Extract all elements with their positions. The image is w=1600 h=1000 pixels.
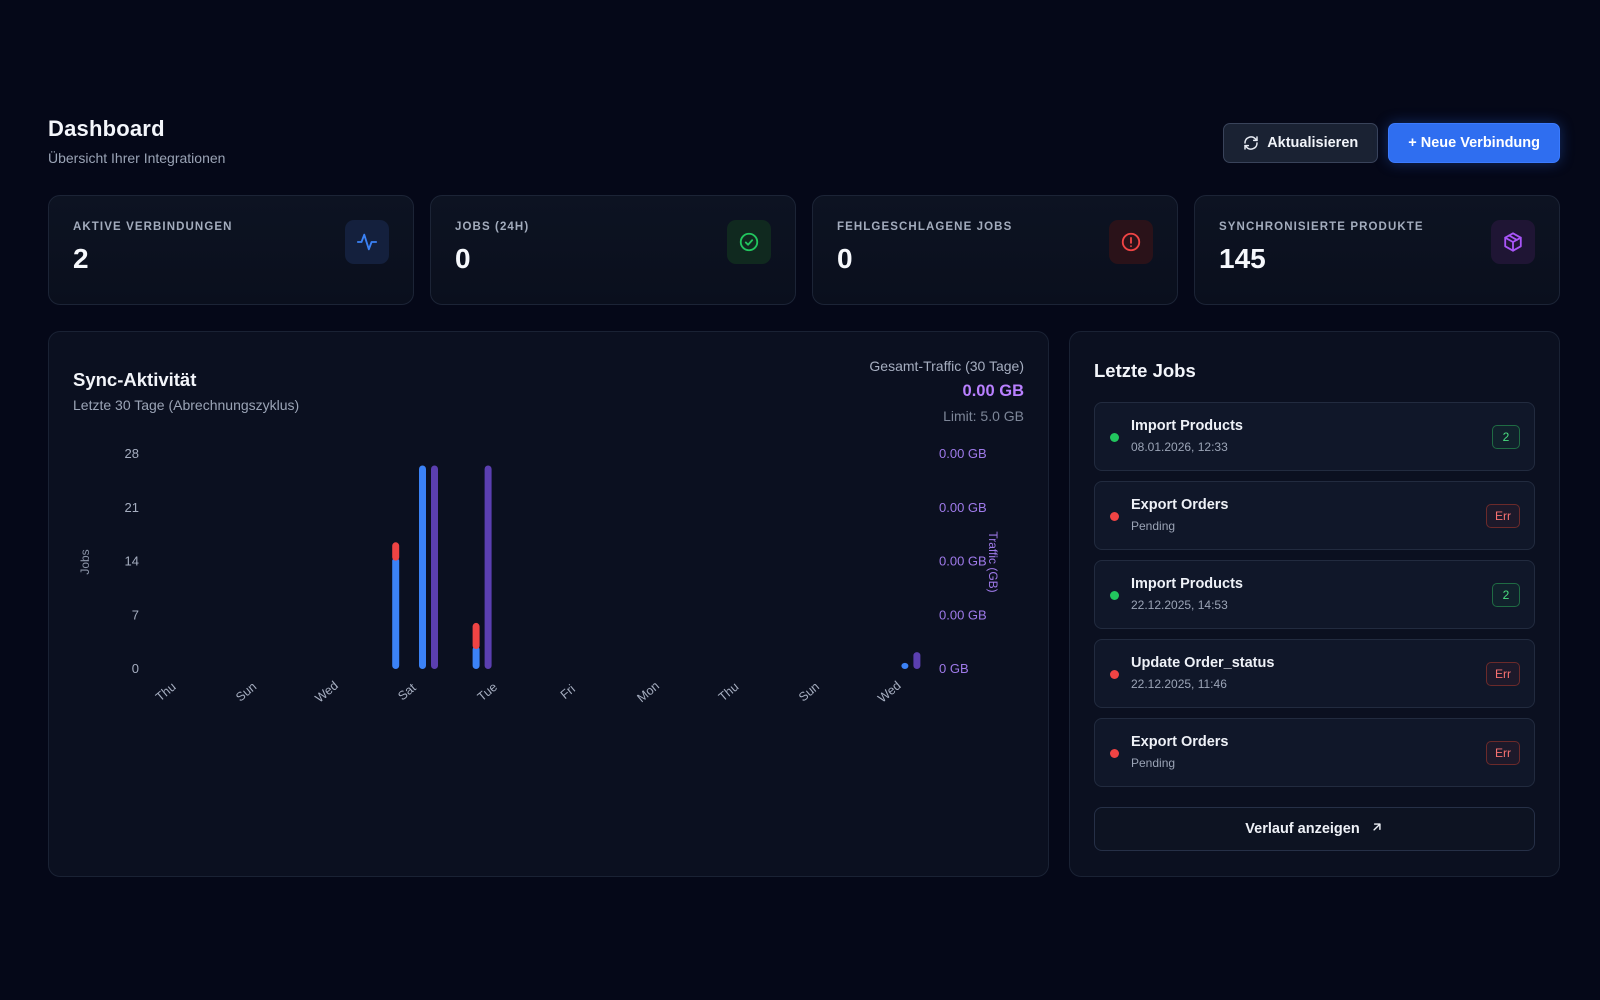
job-name: Update Order_status xyxy=(1131,655,1275,671)
chart-subtitle: Letzte 30 Tage (Abrechnungszyklus) xyxy=(73,397,300,413)
y2-tick-label: 0 GB xyxy=(939,661,969,676)
chart-title: Sync-Aktivität xyxy=(73,369,197,390)
job-meta: Pending xyxy=(1131,519,1176,533)
x-tick-label: Sun xyxy=(796,679,822,704)
stat-value: 0 xyxy=(837,243,853,274)
sync-activity-chart: 0 7 14 21 28 0 GB 0.00 GB 0.00 GB 0.00 GB 0.00 GB… xyxy=(78,446,1000,705)
stat-value: 145 xyxy=(1219,243,1266,274)
y2-tick-label: 0.00 GB xyxy=(939,446,987,461)
stat-label: FEHLGESCHLAGENE JOBS xyxy=(837,221,1013,233)
failed-jobs-bar xyxy=(392,542,400,561)
stat-card-synced-products: SYNCHRONISIERTE PRODUKTE 145 xyxy=(1194,195,1560,305)
y2-axis-title: Traffic (GB) xyxy=(986,531,1000,592)
page-title: Dashboard xyxy=(48,116,165,141)
job-meta: 22.12.2025, 11:46 xyxy=(1131,677,1227,691)
refresh-icon xyxy=(1243,135,1259,151)
stat-value: 0 xyxy=(455,243,471,274)
new-connection-button-label: + Neue Verbindung xyxy=(1408,135,1540,151)
traffic-bar xyxy=(484,465,492,669)
view-history-button[interactable]: Verlauf anzeigen xyxy=(1094,807,1535,851)
y-tick-label: 14 xyxy=(125,554,139,569)
job-name: Export Orders xyxy=(1131,734,1229,750)
job-status-dot xyxy=(1110,670,1119,679)
view-history-label: Verlauf anzeigen xyxy=(1245,821,1360,837)
job-status-badge: Err xyxy=(1486,741,1520,765)
job-status-badge: Err xyxy=(1486,504,1520,528)
x-tick-label: Fri xyxy=(558,682,578,702)
page-header: Dashboard Übersicht Ihrer Integrationen … xyxy=(48,116,1560,176)
stat-value: 2 xyxy=(73,243,89,274)
jobs-bar xyxy=(901,662,909,669)
jobs-bar xyxy=(472,645,480,669)
job-name: Import Products xyxy=(1131,418,1243,434)
job-meta: 08.01.2026, 12:33 xyxy=(1131,440,1228,454)
job-list-item[interactable]: Export Orders Pending Err xyxy=(1094,481,1535,550)
job-list: Import Products 08.01.2026, 12:33 2 Export … xyxy=(1094,402,1535,787)
job-status-badge: Err xyxy=(1486,662,1520,686)
refresh-button-label: Aktualisieren xyxy=(1267,135,1359,151)
check-circle-icon xyxy=(727,220,771,264)
job-meta: Pending xyxy=(1131,756,1176,770)
x-tick-label: Sun xyxy=(233,679,259,704)
job-status-dot xyxy=(1110,591,1119,600)
arrow-up-right-icon xyxy=(1370,820,1384,838)
stat-card-active-connections: AKTIVE VERBINDUNGEN 2 xyxy=(48,195,414,305)
stat-card-failed-jobs: FEHLGESCHLAGENE JOBS 0 xyxy=(812,195,1178,305)
stat-cards: AKTIVE VERBINDUNGEN 2 JOBS (24H) 0 FEHLG… xyxy=(48,195,1560,305)
activity-icon xyxy=(345,220,389,264)
sync-activity-panel: Sync-Aktivität Letzte 30 Tage (Abrechnun… xyxy=(48,331,1049,877)
traffic-summary: Gesamt-Traffic (30 Tage) 0.00 GB Limit: … xyxy=(869,358,1024,424)
y2-tick-label: 0.00 GB xyxy=(939,607,987,622)
job-status-dot xyxy=(1110,749,1119,758)
traffic-bar xyxy=(913,652,921,669)
y-tick-label: 21 xyxy=(125,500,139,515)
package-icon xyxy=(1491,220,1535,264)
y-tick-label: 28 xyxy=(125,446,139,461)
x-tick-label: Thu xyxy=(716,680,742,705)
stat-label: AKTIVE VERBINDUNGEN xyxy=(73,221,233,233)
job-status-dot xyxy=(1110,512,1119,521)
recent-jobs-panel: Letzte Jobs Import Products 08.01.2026, 1… xyxy=(1069,331,1560,877)
refresh-button[interactable]: Aktualisieren xyxy=(1223,123,1379,163)
job-status-dot xyxy=(1110,433,1119,442)
job-list-item[interactable]: Update Order_status 22.12.2025, 11:46 Err xyxy=(1094,639,1535,708)
page-subtitle: Übersicht Ihrer Integrationen xyxy=(48,150,226,166)
y2-tick-label: 0.00 GB xyxy=(939,500,987,515)
failed-jobs-bar xyxy=(472,622,480,649)
y-tick-label: 0 xyxy=(132,661,139,676)
job-name: Import Products xyxy=(1131,576,1243,592)
job-list-item[interactable]: Import Products 22.12.2025, 14:53 2 xyxy=(1094,560,1535,629)
job-meta: 22.12.2025, 14:53 xyxy=(1131,598,1228,612)
jobs-bar xyxy=(419,465,426,669)
stat-card-jobs-24h: JOBS (24H) 0 xyxy=(430,195,796,305)
x-tick-label: Mon xyxy=(634,679,662,705)
job-status-badge: 2 xyxy=(1492,425,1520,449)
traffic-limit: Limit: 5.0 GB xyxy=(943,408,1024,424)
new-connection-button[interactable]: + Neue Verbindung xyxy=(1388,123,1560,163)
traffic-label: Gesamt-Traffic (30 Tage) xyxy=(869,358,1024,374)
x-tick-label: Thu xyxy=(153,680,179,705)
alert-circle-icon xyxy=(1109,220,1153,264)
job-list-item[interactable]: Import Products 08.01.2026, 12:33 2 xyxy=(1094,402,1535,471)
job-list-item[interactable]: Export Orders Pending Err xyxy=(1094,718,1535,787)
x-tick-label: Wed xyxy=(875,678,904,705)
job-status-badge: 2 xyxy=(1492,583,1520,607)
jobs-bar xyxy=(392,557,400,669)
traffic-bar xyxy=(431,465,438,669)
recent-jobs-title: Letzte Jobs xyxy=(1094,360,1196,381)
x-tick-label: Wed xyxy=(312,678,341,705)
y-axis-title: Jobs xyxy=(78,549,92,574)
y-tick-label: 7 xyxy=(132,607,139,622)
header-actions: Aktualisieren + Neue Verbindung xyxy=(1223,123,1560,163)
stat-label: JOBS (24H) xyxy=(455,221,530,233)
y2-tick-label: 0.00 GB xyxy=(939,554,987,569)
x-tick-label: Tue xyxy=(475,680,500,704)
job-name: Export Orders xyxy=(1131,497,1229,513)
traffic-value: 0.00 GB xyxy=(962,382,1024,400)
stat-label: SYNCHRONISIERTE PRODUKTE xyxy=(1219,221,1424,233)
x-tick-label: Sat xyxy=(395,680,419,703)
